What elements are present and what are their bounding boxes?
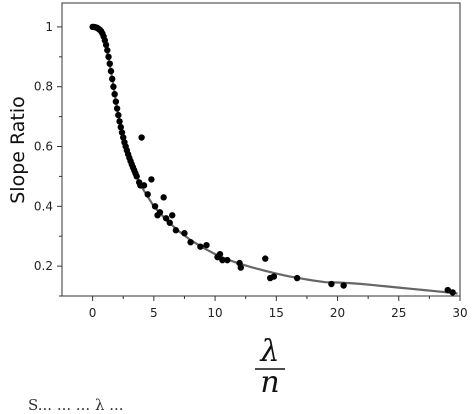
data-point	[449, 289, 456, 296]
data-point	[118, 129, 126, 136]
data-point	[169, 212, 176, 219]
x-tick-label: 20	[330, 306, 345, 320]
y-tick-label: 0.6	[34, 140, 53, 154]
y-tick-label: 1	[45, 20, 53, 34]
data-point	[148, 176, 155, 183]
x-tick-label: 10	[207, 306, 222, 320]
data-point	[109, 75, 116, 83]
x-axis-title-denominator: n	[260, 365, 279, 400]
data-point	[237, 264, 244, 271]
data-point	[444, 286, 451, 294]
data-point	[105, 53, 112, 61]
data-point	[187, 238, 194, 246]
x-tick-label: 5	[150, 306, 158, 320]
data-point	[113, 105, 121, 112]
data-point	[293, 274, 301, 282]
data-point	[340, 282, 347, 289]
x-tick-label: 15	[269, 306, 284, 320]
data-point	[181, 230, 188, 237]
y-axis: 0.2 0.4 0.6 0.8 1	[34, 20, 62, 297]
data-point	[110, 83, 117, 90]
data-point	[151, 203, 159, 210]
data-point	[216, 250, 224, 258]
data-point	[116, 118, 123, 125]
data-point	[133, 173, 140, 180]
data-points	[89, 23, 456, 296]
data-point	[203, 241, 210, 249]
data-point	[219, 256, 226, 264]
data-point	[115, 111, 122, 119]
data-point	[117, 123, 124, 131]
data-point	[197, 243, 204, 250]
data-point	[262, 255, 269, 262]
data-point	[112, 98, 120, 105]
x-axis: 0 5 10 15 20 25 30	[89, 296, 468, 320]
data-point	[106, 60, 113, 67]
x-tick-label: 25	[391, 306, 406, 320]
data-point	[140, 182, 148, 189]
fit-curve	[92, 25, 458, 295]
data-point	[111, 90, 118, 98]
x-axis-title-numerator: λ	[259, 334, 279, 369]
data-point	[156, 209, 164, 216]
plot-frame	[61, 2, 461, 297]
data-point	[102, 41, 110, 49]
x-tick-label: 0	[89, 306, 97, 320]
data-point	[162, 215, 170, 222]
data-point	[138, 134, 145, 141]
data-point	[224, 256, 231, 264]
plot-border	[61, 2, 461, 297]
data-point	[120, 134, 127, 141]
y-axis-title: Slope Ratio	[7, 96, 29, 204]
data-point	[328, 280, 335, 288]
data-point	[172, 227, 180, 234]
data-point	[104, 47, 111, 54]
y-tick-label: 0.8	[34, 80, 53, 94]
data-point	[166, 219, 173, 226]
data-point	[160, 194, 167, 201]
x-tick-label: 30	[452, 306, 467, 320]
data-point	[107, 67, 115, 75]
data-point	[144, 191, 151, 198]
y-tick-label: 0.4	[34, 199, 53, 213]
y-tick-label: 0.2	[34, 259, 53, 273]
data-point	[270, 273, 278, 280]
figure-caption: S... ... ... λ ...	[28, 396, 124, 414]
